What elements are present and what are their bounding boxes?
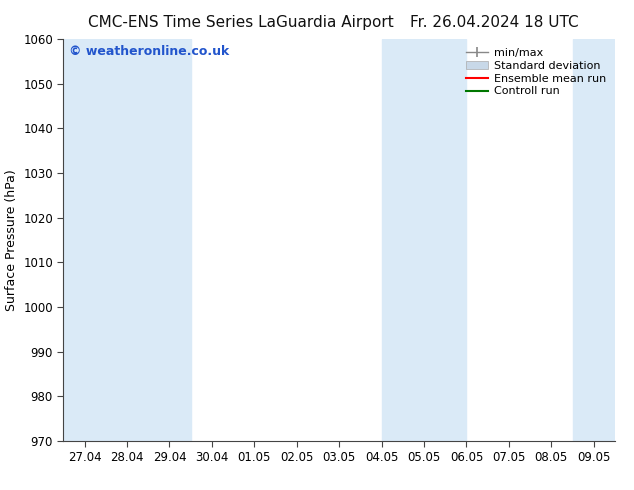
Text: © weatheronline.co.uk: © weatheronline.co.uk <box>69 45 229 58</box>
Text: Fr. 26.04.2024 18 UTC: Fr. 26.04.2024 18 UTC <box>410 15 579 30</box>
Text: CMC-ENS Time Series LaGuardia Airport: CMC-ENS Time Series LaGuardia Airport <box>88 15 394 30</box>
Y-axis label: Surface Pressure (hPa): Surface Pressure (hPa) <box>4 169 18 311</box>
Bar <box>382 39 467 441</box>
Bar <box>148 39 191 441</box>
Legend: min/max, Standard deviation, Ensemble mean run, Controll run: min/max, Standard deviation, Ensemble me… <box>463 45 609 100</box>
Bar <box>63 39 148 441</box>
Bar <box>573 39 615 441</box>
